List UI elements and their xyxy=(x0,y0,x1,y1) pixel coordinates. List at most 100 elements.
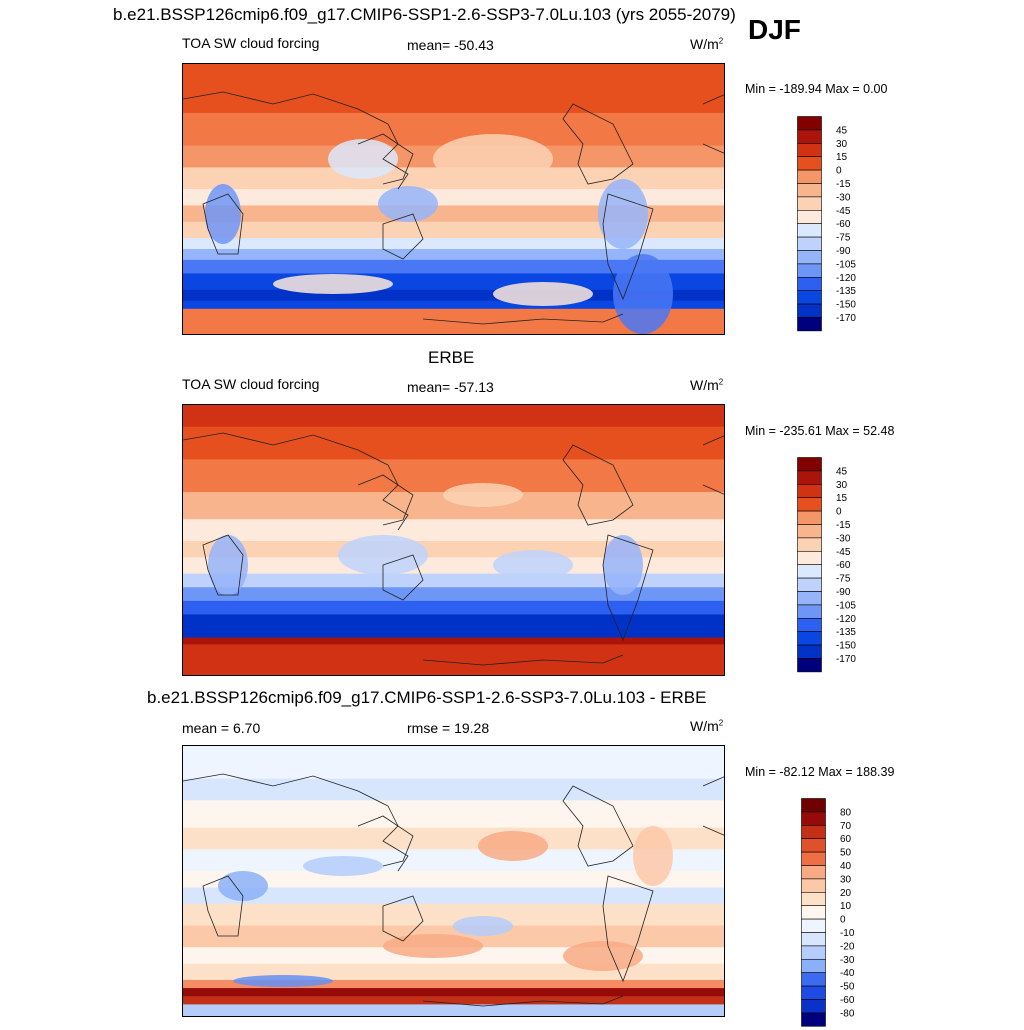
map-region xyxy=(338,535,428,575)
map-band xyxy=(183,778,724,801)
colorbar-box xyxy=(801,865,826,880)
colorbar-box xyxy=(797,303,822,318)
map-region xyxy=(613,254,673,334)
map-region xyxy=(273,274,393,294)
coastline xyxy=(183,91,409,190)
colorbar-box xyxy=(801,958,826,973)
map-region xyxy=(303,856,383,876)
map-region xyxy=(433,134,553,184)
colorbar-box xyxy=(797,631,822,646)
colorbar-tick-label: -80 xyxy=(840,1008,855,1019)
panel1-variable-label: TOA SW cloud forcing xyxy=(182,35,320,51)
map-band xyxy=(183,238,724,250)
panel3-colorbar: 80 70 60 50 40 30 20 10 0 -10 -20 -30 -40 -50 -60 -80 xyxy=(801,798,881,1030)
map-region xyxy=(493,550,573,580)
panel2-minmax: Min = -235.61 Max = 52.48 xyxy=(745,424,895,438)
colorbar-tick-label: -150 xyxy=(836,641,856,652)
colorbar-tick-label: -30 xyxy=(836,533,851,544)
colorbar-tick-label: -105 xyxy=(836,259,856,270)
colorbar-tick-label: -50 xyxy=(840,982,855,993)
map-band xyxy=(183,300,724,310)
map-band xyxy=(183,600,724,615)
colorbar-box xyxy=(797,617,822,632)
colorbar-tick-label: 30 xyxy=(840,874,852,885)
colorbar-tick-label: 10 xyxy=(840,901,852,912)
colorbar-box xyxy=(797,524,822,539)
panel1-mean-label: mean= -50.43 xyxy=(407,37,494,53)
coastline xyxy=(602,534,654,642)
coastline xyxy=(183,432,409,531)
map-band xyxy=(183,903,724,927)
panel1-units: W/m2 xyxy=(690,36,724,52)
colorbar-tick-label: 15 xyxy=(836,152,848,163)
map-region xyxy=(443,483,523,507)
colorbar-tick-label: -120 xyxy=(836,273,856,284)
map-band xyxy=(183,64,724,114)
colorbar-box xyxy=(797,156,822,171)
colorbar-tick-label: -120 xyxy=(836,614,856,625)
colorbar-box xyxy=(797,457,822,472)
coastline xyxy=(702,435,724,495)
map-band xyxy=(183,587,724,602)
map-band xyxy=(183,405,724,428)
colorbar-box xyxy=(797,129,822,144)
colorbar-tick-label: 80 xyxy=(840,807,852,818)
colorbar-tick-label: -60 xyxy=(840,995,855,1006)
map-region xyxy=(208,535,248,595)
model-map-svg xyxy=(183,64,724,334)
panel2-map xyxy=(182,404,725,676)
colorbar-box xyxy=(801,985,826,1000)
map-region xyxy=(598,179,648,249)
map-band xyxy=(183,827,724,850)
map-band xyxy=(183,541,724,558)
coastline xyxy=(422,995,624,1007)
colorbar-box xyxy=(801,891,826,906)
panel2-mean-label: mean= -57.13 xyxy=(407,379,494,395)
map-region xyxy=(453,916,513,936)
colorbar-box xyxy=(797,183,822,198)
colorbar-tick-label: -60 xyxy=(836,560,851,571)
colorbar-box xyxy=(801,811,826,826)
colorbar-tick-label: -45 xyxy=(836,206,851,217)
panel3-mean-label: mean = 6.70 xyxy=(182,720,261,736)
colorbar-box xyxy=(801,999,826,1014)
colorbar-box xyxy=(797,644,822,659)
colorbar-tick-label: -90 xyxy=(836,587,851,598)
colorbar-box xyxy=(797,564,822,579)
colorbar-box xyxy=(797,236,822,251)
map-region xyxy=(478,831,548,861)
map-band xyxy=(183,800,724,829)
colorbar-tick-label: -150 xyxy=(836,300,856,311)
colorbar-box xyxy=(801,1012,826,1027)
colorbar-box xyxy=(797,317,822,332)
colorbar-box xyxy=(797,550,822,565)
colorbar-tick-label: 30 xyxy=(836,480,848,491)
colorbar-box xyxy=(797,196,822,211)
panel1-title: b.e21.BSSP126cmip6.f09_g17.CMIP6-SSP1-2.… xyxy=(113,5,736,24)
coastline xyxy=(202,875,244,937)
colorbar-box xyxy=(797,483,822,498)
coastline xyxy=(422,313,624,325)
colorbar-tick-label: -45 xyxy=(836,547,851,558)
colorbar-tick-label: 50 xyxy=(840,848,852,859)
colorbar-tick-label: -90 xyxy=(836,246,851,257)
coastline xyxy=(422,654,624,666)
map-band xyxy=(183,557,724,575)
colorbar-tick-label: 60 xyxy=(840,834,852,845)
map-band xyxy=(183,979,724,989)
colorbar-tick-label: -105 xyxy=(836,600,856,611)
colorbar-box xyxy=(801,972,826,987)
map-region xyxy=(233,975,333,987)
coastline xyxy=(562,785,634,867)
colorbar-tick-label: -170 xyxy=(836,654,856,665)
map-band xyxy=(183,996,724,1005)
map-region xyxy=(378,186,438,222)
panel3-colorbar-svg: 80 70 60 50 40 30 20 10 0 -10 -20 -30 -40 -50 -60 -80 xyxy=(801,798,855,1027)
colorbar-tick-label: -170 xyxy=(836,313,856,324)
map-region xyxy=(328,139,398,179)
colorbar-box xyxy=(797,223,822,238)
diff-map-svg xyxy=(183,746,724,1016)
map-band xyxy=(183,248,724,261)
colorbar-box xyxy=(801,905,826,920)
map-band xyxy=(183,644,724,675)
